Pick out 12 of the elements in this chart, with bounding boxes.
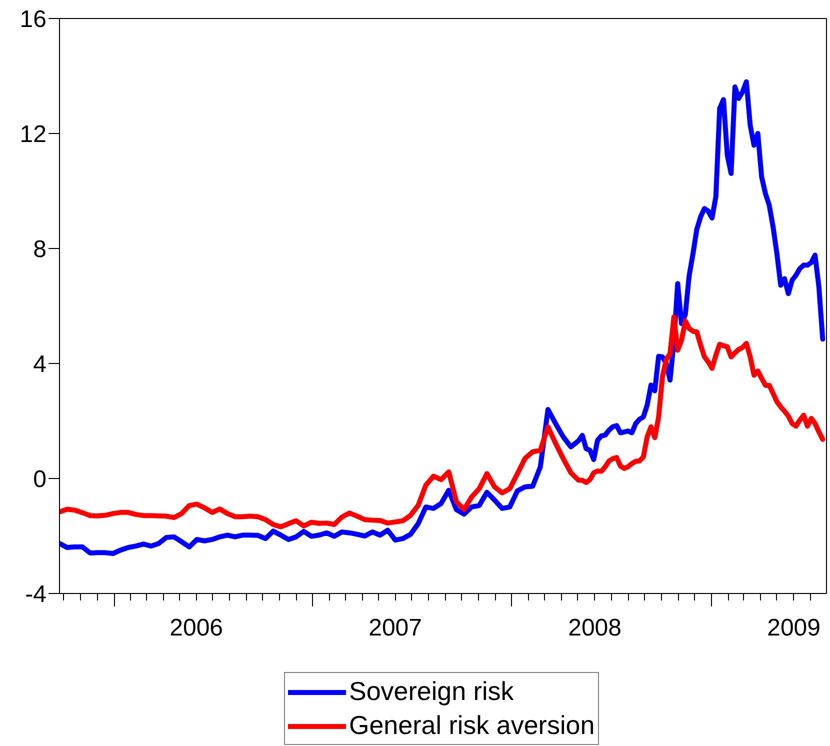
y-tick-label: 12 — [20, 121, 47, 148]
y-tick-label: -4 — [25, 581, 47, 608]
y-tick-label: 4 — [33, 351, 47, 378]
legend-label: General risk aversion — [349, 710, 595, 741]
x-tick-label: 2006 — [170, 614, 224, 642]
y-tick-label: 0 — [33, 466, 47, 493]
legend-label: Sovereign risk — [349, 676, 514, 707]
x-tick-label: 2009 — [767, 614, 820, 642]
y-tick-label: 16 — [20, 6, 47, 33]
y-tick-label: 8 — [33, 236, 47, 263]
x-tick-label: 2008 — [568, 614, 622, 642]
x-tick-label: 2007 — [368, 614, 422, 642]
